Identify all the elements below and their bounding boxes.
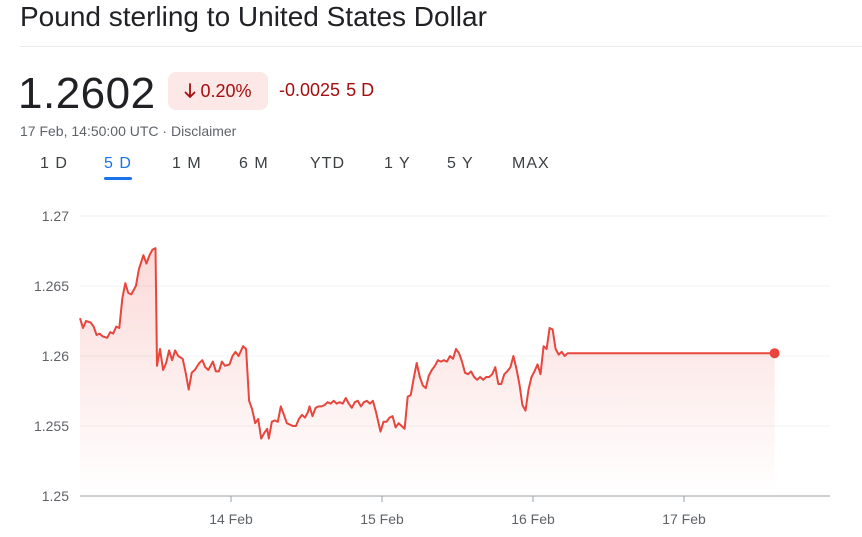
- disclaimer-link[interactable]: Disclaimer: [170, 123, 237, 139]
- tab-1m[interactable]: 1 M: [172, 155, 202, 172]
- tab-ytd[interactable]: YTD: [310, 155, 345, 172]
- percent-change-value: 0.20%: [200, 80, 252, 101]
- tab-1y[interactable]: 1 Y: [384, 155, 411, 172]
- meta-separator: ·: [162, 123, 168, 139]
- y-tick-label: 1.26: [42, 348, 69, 364]
- absolute-change-value: -0.0025: [279, 80, 341, 100]
- price-area-fill: [80, 248, 775, 496]
- x-tick-label: 17 Feb: [662, 511, 706, 527]
- absolute-change: -0.0025 5 D: [279, 78, 374, 102]
- x-tick-label: 16 Feb: [511, 511, 555, 527]
- x-tick-label: 14 Feb: [209, 511, 253, 527]
- tab-5d[interactable]: 5 D: [104, 152, 132, 180]
- page-title: Pound sterling to United States Dollar: [20, 1, 487, 32]
- arrow-down-icon: [185, 83, 196, 98]
- x-tick-label: 15 Feb: [360, 511, 404, 527]
- y-tick-label: 1.25: [42, 488, 69, 504]
- tab-5y[interactable]: 5 Y: [447, 155, 474, 172]
- change-range-label: 5 D: [346, 80, 375, 100]
- x-axis: 14 Feb 15 Feb 16 Feb 17 Feb: [209, 496, 706, 527]
- quote-timestamp: 17 Feb, 14:50:00 UTC: [20, 123, 159, 139]
- y-tick-label: 1.27: [42, 208, 69, 224]
- header-divider: [20, 46, 862, 47]
- tab-6m[interactable]: 6 M: [239, 155, 269, 172]
- price-series-line: [79, 247, 775, 440]
- last-price-marker: [769, 348, 780, 359]
- current-price: 1.2602: [18, 69, 156, 118]
- quote-meta: 17 Feb, 14:50:00 UTC · Disclaimer: [20, 122, 236, 140]
- y-tick-label: 1.265: [34, 278, 69, 294]
- y-tick-label: 1.255: [34, 418, 69, 434]
- y-axis: 1.27 1.265 1.26 1.255 1.25: [34, 208, 69, 504]
- tab-max[interactable]: MAX: [512, 155, 550, 172]
- tab-1d[interactable]: 1 D: [40, 155, 68, 172]
- percent-change-badge: 0.20%: [168, 72, 268, 110]
